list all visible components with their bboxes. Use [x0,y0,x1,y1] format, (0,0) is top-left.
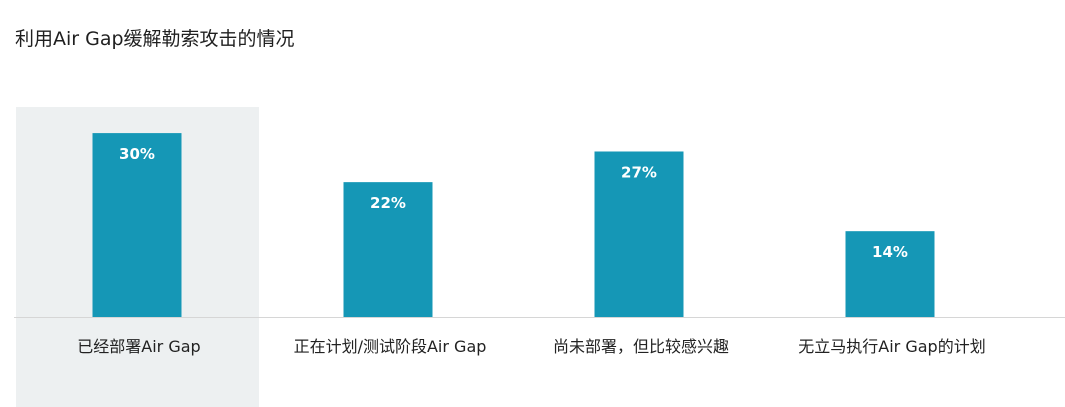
bar-1 [92,133,182,317]
category-label-4: 无立马执行Air Gap的计划 [798,337,985,356]
category-label-3: 尚未部署，但比较感兴趣 [553,337,729,356]
bar-value-label-4: 14% [872,243,908,261]
bar-value-label-2: 22% [370,194,406,212]
bar-3 [594,151,684,317]
bar-value-label-1: 30% [119,145,155,163]
bar-value-label-3: 27% [621,163,657,181]
chart-title: 利用Air Gap缓解勒索攻击的情况 [15,28,295,50]
category-label-1: 已经部署Air Gap [77,337,200,356]
category-label-2: 正在计划/测试阶段Air Gap [294,337,487,356]
bar-4 [845,231,935,317]
bar-2 [343,182,433,317]
